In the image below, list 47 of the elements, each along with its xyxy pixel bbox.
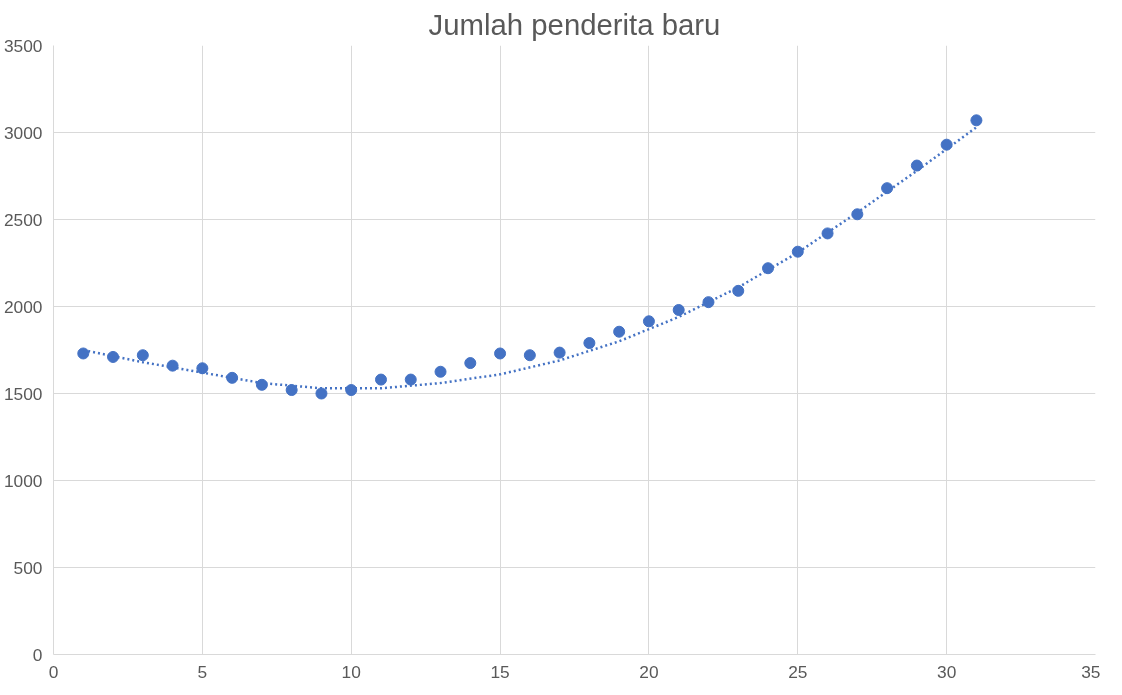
chart-title: Jumlah penderita baru [428,7,721,41]
x-tick-label: 5 [197,661,208,682]
x-tick-label: 30 [937,661,957,682]
x-tick-label: 25 [788,661,808,682]
y-tick-label: 2000 [3,296,43,317]
point [940,138,953,151]
x-tick-label: 20 [639,661,659,682]
point [881,182,894,195]
point [136,349,149,362]
y-tick-label: 1000 [3,470,43,491]
y-tick-label: 2500 [3,209,43,230]
point [791,245,804,258]
y-tick-label: 0 [32,644,43,665]
point [583,337,596,350]
point [434,365,447,378]
point [613,325,626,338]
point [523,349,536,362]
point [672,303,685,316]
point [702,296,715,309]
point [77,347,90,360]
x-tick-label: 0 [48,661,59,682]
point [851,208,864,221]
x-tick-label: 10 [341,661,361,682]
point [732,284,745,297]
point [107,350,120,363]
point [196,362,209,375]
x-tick-label: 35 [1081,661,1101,682]
point [553,346,566,359]
point [315,387,328,400]
y-tick-label: 3000 [3,122,43,143]
point [226,371,239,384]
x-tick-label: 15 [490,661,510,682]
y-tick-label: 1500 [3,383,43,404]
point [166,359,179,372]
point [821,227,834,240]
point [970,114,983,127]
y-tick-label: 500 [13,557,43,578]
point [374,373,387,386]
point [642,315,655,328]
point [404,373,417,386]
point [255,378,268,391]
point [910,159,923,172]
point [464,357,477,370]
point [494,347,507,360]
point [285,384,298,397]
point [762,262,775,275]
y-tick-label: 3500 [3,35,43,56]
